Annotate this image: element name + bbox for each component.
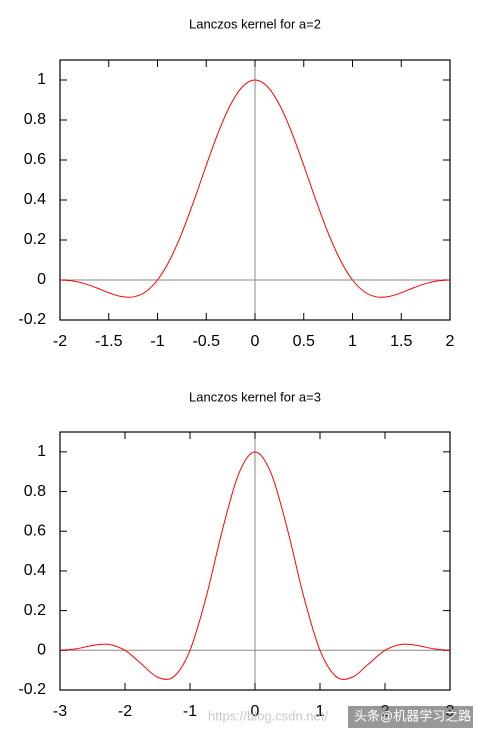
chart-title: Lanczos kernel for a=3 <box>189 389 321 404</box>
y-tick-label: -0.2 <box>18 681 46 698</box>
y-tick-label: 0.4 <box>24 191 46 208</box>
x-tick-label: -1 <box>183 703 197 720</box>
x-tick-label: -1.5 <box>95 333 123 350</box>
watermark-url: https://blog.csdn.net/ <box>208 708 328 723</box>
x-tick-label: 1 <box>348 333 357 350</box>
x-tick-label: 1 <box>316 703 325 720</box>
y-tick-label: 0 <box>37 271 46 288</box>
x-tick-label: 2 <box>446 333 455 350</box>
y-tick-label: 1 <box>37 443 46 460</box>
kernel-line <box>59 451 451 680</box>
y-tick-label: 0 <box>37 642 46 659</box>
y-tick-label: 0.2 <box>24 602 46 619</box>
x-tick-label: -3 <box>53 703 67 720</box>
x-tick-label: 0.5 <box>293 333 315 350</box>
y-tick-label: 0.2 <box>24 231 46 248</box>
y-tick-label: -0.2 <box>18 311 46 328</box>
x-tick-label: 0 <box>251 703 260 720</box>
x-tick-label: -2 <box>53 333 67 350</box>
plot-frame <box>59 431 451 691</box>
x-tick-label: 1.5 <box>390 333 412 350</box>
y-tick-label: 1 <box>37 71 46 88</box>
plot-frame <box>59 59 451 321</box>
watermark-bg <box>348 706 473 728</box>
chart-title: Lanczos kernel for a=2 <box>189 16 321 31</box>
y-tick-label: 0.6 <box>24 522 46 539</box>
x-tick-label: -2 <box>118 703 132 720</box>
y-tick-label: 0.6 <box>24 151 46 168</box>
x-tick-label: -1 <box>150 333 164 350</box>
y-tick-label: 0.8 <box>24 111 46 128</box>
x-tick-label: -0.5 <box>192 333 220 350</box>
y-tick-label: 0.4 <box>24 562 46 579</box>
kernel-line <box>59 79 451 298</box>
watermark-source: 头条@机器学习之路 <box>354 708 471 723</box>
y-tick-label: 0.8 <box>24 483 46 500</box>
x-tick-label: 0 <box>251 333 260 350</box>
